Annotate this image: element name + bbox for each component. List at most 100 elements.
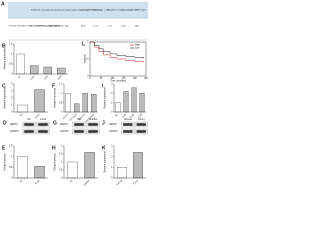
y-tick-label: 0 [11,111,13,114]
bar [131,87,137,113]
x-tick-label: Cell1 [30,75,35,80]
y-tick-label: 1 [61,161,63,164]
table-cell: -0.72 [93,26,99,28]
bar [133,152,143,179]
panel-letter: K [102,145,106,151]
x-tick-label: NC [18,75,22,79]
table-cell: 8mer [81,25,86,28]
blot-band [74,123,84,126]
x-tick-label: WT-NC [63,113,70,120]
bar [117,167,127,179]
table-cell: 5' ...UUAGCCCUGAAUAAGGCCCUA... [31,25,70,28]
x-tick-label: NC [70,179,74,183]
y-tick-label: 1 [87,42,89,44]
bar [43,66,52,75]
x-tick-label: mimic [35,113,41,119]
axes [13,44,68,75]
table-cell: Position 447-453 of SEPT9 3' UTR hsa-miR… [9,25,61,28]
y-tick-label: 0.5 [59,101,63,104]
y-tick-label: 3 [111,83,113,86]
blot-band [24,130,34,133]
bar [84,152,95,179]
y-tick-label: 1.5 [9,145,13,148]
bar [67,161,78,179]
bar [57,67,66,75]
blot-bg [121,121,148,128]
y-axis-label: Relative expression [104,86,107,108]
x-tick-label: mimic [35,179,41,185]
axes [63,84,98,113]
y-tick-label: 3 [11,90,13,93]
lane-label: NC [77,118,81,121]
x-tick-label: 150 [122,78,127,80]
y-tick-label: 0 [61,177,63,180]
blot-bg [72,121,100,128]
x-tick-label: Normal [116,179,123,186]
blot-band [24,123,34,126]
axes [113,146,146,179]
bar [34,166,45,179]
y-axis-label: Relative expression [104,150,107,172]
blot-bg [72,128,100,135]
y-tick-label: 0 [87,76,89,78]
y-axis-label: Relative expression [4,86,7,108]
panel-letter: F [52,83,55,89]
lane-label: Tumor [138,118,145,121]
y-tick-label: 3 [111,145,113,148]
table-header: Weighted context++ score [107,9,133,12]
x-tick-label: NC [115,113,119,117]
x-tick-label: Cell2 [44,75,49,80]
blot-bg [22,128,50,135]
y-tick-label: 1 [111,166,113,169]
blot-band [88,123,98,126]
axes [113,84,146,113]
lane-label: mimic [40,118,47,121]
y-tick-label: 0.5 [59,169,63,172]
blot-band [38,123,48,126]
panel-letter: A [1,1,5,7]
bar [16,53,25,75]
bar [123,91,129,113]
x-tick-label: Cell2 [130,113,135,118]
table-cell: N/A [135,25,139,28]
y-tick-label: 0 [11,73,13,76]
bar [74,103,80,113]
blot-row-label: SEPT9 [10,123,18,126]
y-tick-label: 2 [11,97,13,100]
blot-band [88,130,98,133]
table-header: Context++ score [93,9,110,12]
table-header: PCT [135,10,140,12]
x-tick-label: inhibitor [83,179,91,187]
y-tick-label: 0.5 [85,59,89,61]
y-tick-label: 1.5 [59,153,63,156]
blot-row-label: SEPT9 [109,123,117,126]
table-cell: 0.26 [121,26,126,28]
blot-band [136,130,146,133]
bar [91,94,97,113]
y-tick-label: 1 [11,155,13,158]
x-tick-label: Tumor [133,179,140,186]
y-tick-label: 0 [61,111,63,114]
bar [17,156,28,179]
x-tick-label: 0 [89,78,91,80]
panel-letter: I [102,83,104,89]
y-tick-label: 0 [111,111,113,114]
x-tick-label: Cell1 [122,113,127,118]
x-tick-label: 200 [133,78,138,80]
bar [115,102,121,113]
panel-letter: H [52,145,56,151]
y-tick-label: 0.5 [9,166,13,169]
survival-curve [90,41,145,59]
y-tick-label: 1 [61,92,63,95]
y-tick-label: 2 [61,145,63,148]
bar [34,89,45,113]
y-tick-label: 2 [111,92,113,95]
x-tick-label: Cell3 [138,113,143,118]
figure: A Position 447-453 of SEPT9 3' UTR hsa-mi… [1,1,149,187]
survival-curve [90,41,145,63]
blot-row-label: GAPDH [10,130,19,133]
x-tick-label: 50 [100,78,103,80]
bar [65,93,71,113]
blot-bg [22,121,50,128]
bar [139,93,145,113]
